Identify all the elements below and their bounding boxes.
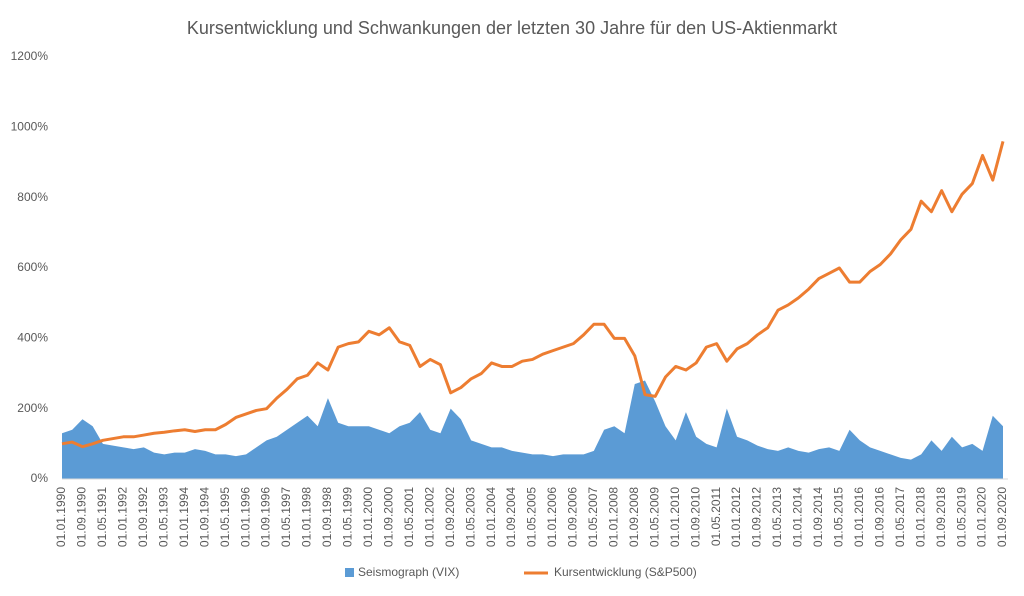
x-tick-label: 01.09.2016 — [872, 487, 886, 547]
x-tick-label: 01.01.2002 — [422, 487, 436, 547]
x-tick-label: 01.09.2010 — [688, 487, 702, 547]
x-tick-label: 01.01.2014 — [791, 487, 805, 547]
x-tick-label: 01.05.1999 — [341, 487, 355, 547]
y-tick-label: 400% — [17, 331, 48, 345]
x-tick-label: 01.01.2000 — [361, 487, 375, 547]
x-tick-label: 01.01.2018 — [913, 487, 927, 547]
x-tick-label: 01.01.1996 — [238, 487, 252, 547]
x-tick-label: 01.05.2007 — [586, 487, 600, 547]
legend-label: Seismograph (VIX) — [358, 565, 459, 579]
x-tick-label: 01.05.2005 — [525, 487, 539, 547]
x-tick-label: 01.05.2001 — [402, 487, 416, 547]
x-tick-label: 01.01.2012 — [729, 487, 743, 547]
y-tick-label: 1200% — [11, 49, 49, 63]
chart-title: Kursentwicklung und Schwankungen der let… — [187, 18, 837, 38]
x-tick-label: 01.09.1998 — [320, 487, 334, 547]
legend-label: Kursentwicklung (S&P500) — [554, 565, 697, 579]
x-tick-label: 01.05.1993 — [156, 487, 170, 547]
x-tick-label: 01.09.1994 — [197, 487, 211, 547]
x-tick-label: 01.09.2012 — [750, 487, 764, 547]
x-tick-label: 01.05.2013 — [770, 487, 784, 547]
legend-swatch — [345, 568, 354, 577]
x-tick-label: 01.09.2014 — [811, 487, 825, 547]
line — [61, 141, 1005, 449]
x-tick-label: 01.01.1992 — [116, 487, 130, 547]
x-tick-label: 01.09.2002 — [443, 487, 457, 547]
x-tick-label: 01.05.2003 — [463, 487, 477, 547]
x-tick-label: 01.09.1996 — [259, 487, 273, 547]
x-tick-label: 01.05.2009 — [647, 487, 661, 547]
y-tick-label: 0% — [31, 471, 49, 485]
x-tick-label: 01.05.1991 — [95, 487, 109, 547]
x-tick-label: 01.01.1990 — [54, 487, 68, 547]
x-tick-label: 01.05.2017 — [893, 487, 907, 547]
x-tick-label: 01.05.2011 — [709, 487, 723, 546]
x-tick-label: 01.01.1998 — [300, 487, 314, 547]
x-tick-label: 01.09.2000 — [381, 487, 395, 547]
x-tick-label: 01.09.1990 — [75, 487, 89, 547]
x-tick-label: 01.09.2008 — [627, 487, 641, 547]
x-tick-label: 01.01.1994 — [177, 487, 191, 547]
x-tick-label: 01.09.2020 — [995, 487, 1009, 547]
x-tick-label: 01.01.2008 — [606, 487, 620, 547]
x-tick-label: 01.09.2004 — [504, 487, 518, 547]
x-tick-label: 01.09.2006 — [566, 487, 580, 547]
y-tick-label: 200% — [17, 401, 48, 415]
x-tick-label: 01.01.2004 — [484, 487, 498, 547]
y-tick-label: 800% — [17, 190, 48, 204]
x-tick-label: 01.05.2019 — [954, 487, 968, 547]
y-tick-label: 600% — [17, 260, 48, 274]
area — [62, 380, 1003, 479]
x-tick-label: 01.01.2016 — [852, 487, 866, 547]
x-tick-label: 01.09.1992 — [136, 487, 150, 547]
x-tick-label: 01.01.2010 — [668, 487, 682, 547]
x-tick-label: 01.09.2018 — [934, 487, 948, 547]
x-tick-label: 01.05.1997 — [279, 487, 293, 547]
y-tick-label: 1000% — [11, 120, 49, 134]
x-tick-label: 01.01.2006 — [545, 487, 559, 547]
x-tick-label: 01.05.1995 — [218, 487, 232, 547]
x-tick-label: 01.01.2020 — [975, 487, 989, 547]
x-tick-label: 01.05.2015 — [832, 487, 846, 547]
